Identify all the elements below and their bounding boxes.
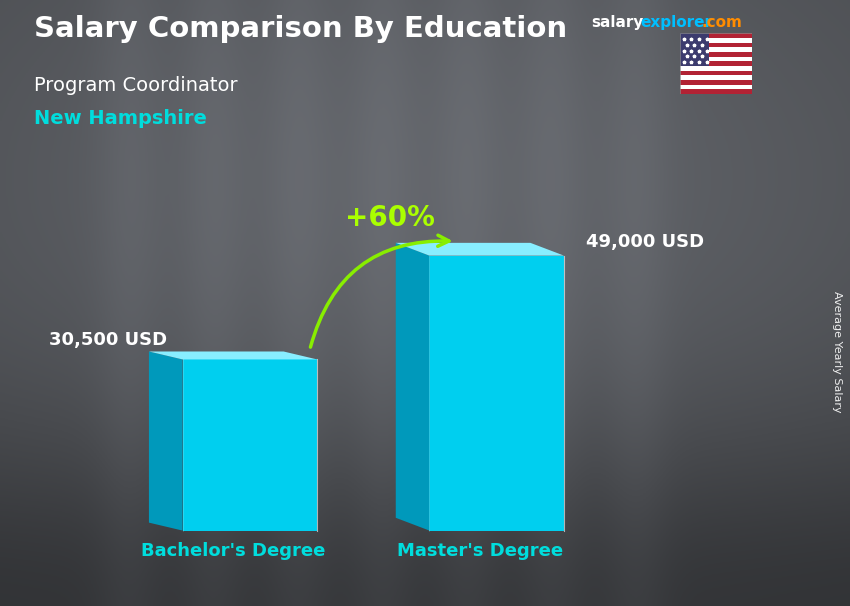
- Text: New Hampshire: New Hampshire: [34, 109, 207, 128]
- Text: .com: .com: [701, 15, 742, 30]
- Bar: [680, 75, 752, 80]
- Polygon shape: [396, 243, 564, 256]
- Text: explorer: explorer: [640, 15, 712, 30]
- Bar: [680, 47, 752, 52]
- Text: +60%: +60%: [345, 204, 435, 231]
- Polygon shape: [149, 351, 317, 359]
- Bar: [680, 61, 752, 66]
- Polygon shape: [149, 351, 183, 531]
- Polygon shape: [429, 256, 564, 531]
- Text: 30,500 USD: 30,500 USD: [49, 331, 167, 349]
- Polygon shape: [396, 243, 429, 531]
- Text: Average Yearly Salary: Average Yearly Salary: [832, 291, 842, 412]
- Bar: [680, 71, 752, 75]
- Polygon shape: [183, 359, 317, 531]
- Text: Salary Comparison By Education: Salary Comparison By Education: [34, 15, 567, 43]
- Bar: [680, 56, 752, 61]
- Text: 49,000 USD: 49,000 USD: [586, 233, 705, 251]
- Text: Master's Degree: Master's Degree: [397, 542, 563, 561]
- Bar: [680, 42, 752, 47]
- Bar: [680, 38, 752, 42]
- Bar: [680, 33, 752, 38]
- Text: salary: salary: [591, 15, 643, 30]
- Bar: [680, 33, 709, 66]
- Bar: [680, 89, 752, 94]
- Bar: [680, 66, 752, 71]
- Text: Program Coordinator: Program Coordinator: [34, 76, 238, 95]
- Bar: [680, 52, 752, 56]
- Text: Bachelor's Degree: Bachelor's Degree: [141, 542, 326, 561]
- Bar: [680, 80, 752, 85]
- Bar: [680, 85, 752, 89]
